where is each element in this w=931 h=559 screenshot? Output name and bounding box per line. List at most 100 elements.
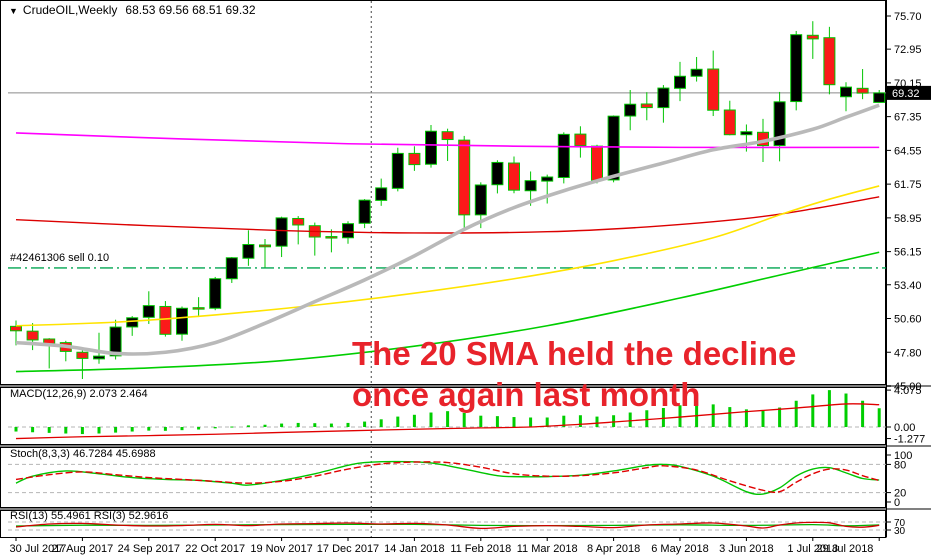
- ma-line-red: [15, 196, 880, 234]
- svg-text:0: 0: [894, 497, 900, 509]
- svg-text:20: 20: [894, 488, 906, 500]
- candle[interactable]: [126, 316, 139, 336]
- candle[interactable]: [674, 61, 686, 102]
- candle[interactable]: [225, 257, 238, 283]
- symbol-timeframe-label: CrudeOIL,Weekly: [22, 3, 118, 17]
- ma-line-green: [15, 251, 880, 373]
- stoch-d-line: [15, 461, 880, 493]
- price-axis: 75.7072.9570.1567.3564.5561.7558.9556.15…: [886, 11, 925, 537]
- candle[interactable]: [723, 100, 736, 136]
- candle[interactable]: [292, 216, 305, 245]
- candle[interactable]: [375, 178, 388, 206]
- candle[interactable]: [557, 132, 570, 184]
- candle[interactable]: [59, 340, 72, 362]
- svg-text:70: 70: [894, 518, 906, 529]
- candle[interactable]: [408, 146, 421, 171]
- sma20-line: [15, 103, 880, 356]
- svg-text:30: 30: [894, 526, 906, 537]
- date-tick-label: 6 May 2018: [651, 543, 708, 555]
- candle[interactable]: [624, 90, 637, 131]
- candle[interactable]: [657, 85, 670, 123]
- candle[interactable]: [308, 222, 321, 256]
- candle[interactable]: [541, 174, 554, 204]
- svg-text:72.95: 72.95: [894, 44, 922, 56]
- candle[interactable]: [242, 230, 255, 266]
- candle[interactable]: [142, 291, 155, 324]
- stoch-indicator-label: Stoch(8,3,3) 46.7284 45.6988: [10, 448, 156, 460]
- panel-frames: [0, 0, 931, 538]
- svg-text:58.95: 58.95: [894, 213, 922, 225]
- order-label[interactable]: #42461306 sell 0.10: [10, 252, 110, 264]
- date-tick-label: 14 Jan 2018: [384, 543, 445, 555]
- rsi-panel[interactable]: [8, 521, 886, 531]
- date-tick-label: 3 Jun 2018: [719, 543, 773, 555]
- rsi-indicator-label: RSI(13) 55.4961 RSI(3) 52.9616: [10, 510, 169, 522]
- date-tick-label: 17 Dec 2017: [317, 543, 379, 555]
- candle[interactable]: [391, 147, 404, 192]
- date-tick-label: 27 Aug 2017: [52, 543, 114, 555]
- candle[interactable]: [873, 90, 886, 103]
- candle[interactable]: [192, 297, 205, 318]
- date-tick-label: 29 Jul 2018: [817, 543, 874, 555]
- annotation-text: The 20 SMA held the decline once again l…: [352, 333, 796, 415]
- candle[interactable]: [806, 21, 819, 59]
- main-price-panel[interactable]: [8, 21, 886, 380]
- candle[interactable]: [574, 126, 587, 158]
- date-tick-label: 22 Oct 2017: [185, 543, 245, 555]
- candle[interactable]: [358, 199, 371, 229]
- candle[interactable]: [26, 323, 39, 351]
- macd-signal-line: [15, 403, 880, 440]
- candle[interactable]: [275, 216, 288, 258]
- candle[interactable]: [209, 276, 222, 311]
- svg-text:75.70: 75.70: [894, 11, 922, 23]
- ma-line-yellow: [15, 185, 880, 327]
- candle[interactable]: [773, 91, 786, 162]
- date-tick-label: 24 Sep 2017: [118, 543, 180, 555]
- dropdown-arrow-icon[interactable]: ▼: [9, 6, 18, 16]
- candle[interactable]: [607, 115, 620, 183]
- svg-text:53.40: 53.40: [894, 280, 922, 292]
- candle[interactable]: [790, 30, 803, 111]
- svg-text:47.80: 47.80: [894, 347, 922, 359]
- current-price-label: 69.32: [892, 88, 920, 100]
- svg-text:61.75: 61.75: [894, 179, 922, 191]
- candle[interactable]: [259, 238, 271, 268]
- candle[interactable]: [856, 69, 869, 100]
- candle[interactable]: [508, 156, 520, 194]
- candle[interactable]: [840, 82, 852, 112]
- candle[interactable]: [425, 124, 437, 168]
- candle[interactable]: [823, 26, 836, 95]
- candle[interactable]: [491, 160, 504, 194]
- date-tick-label: 11 Feb 2018: [450, 543, 511, 555]
- macd-panel[interactable]: [8, 390, 886, 440]
- candle[interactable]: [10, 320, 22, 346]
- stochastic-panel[interactable]: [8, 460, 886, 496]
- candle[interactable]: [690, 56, 703, 82]
- ohlc-values: 68.53 69.56 68.51 69.32: [125, 3, 256, 17]
- candle[interactable]: [591, 144, 603, 184]
- macd-indicator-label: MACD(12,26,9) 2.073 2.464: [10, 388, 148, 400]
- candle[interactable]: [176, 306, 188, 341]
- candles-layer: [10, 21, 886, 380]
- candle[interactable]: [76, 350, 89, 380]
- rsi3-line: [15, 521, 880, 530]
- date-tick-label: 1 Jul 2018: [787, 543, 838, 555]
- candle[interactable]: [43, 338, 56, 369]
- candle[interactable]: [640, 92, 653, 121]
- date-tick-label: 30 Jul 2017: [10, 543, 67, 555]
- svg-text:-1.277: -1.277: [894, 434, 925, 446]
- date-tick-label: 8 Apr 2018: [587, 543, 640, 555]
- candle[interactable]: [707, 50, 720, 117]
- candle[interactable]: [93, 332, 105, 364]
- candle[interactable]: [325, 229, 338, 253]
- symbol-title-bar: ▼ CrudeOIL,Weekly 68.53 69.56 68.51 69.32: [9, 3, 256, 17]
- current-price-badge: 69.32: [887, 85, 931, 100]
- annotation-line-2: once again last month: [352, 376, 701, 413]
- svg-text:80: 80: [894, 459, 906, 471]
- annotation-line-1: The 20 SMA held the decline: [352, 335, 797, 372]
- candle[interactable]: [458, 135, 471, 229]
- macd-histogram: [14, 390, 881, 435]
- svg-text:56.15: 56.15: [894, 247, 922, 259]
